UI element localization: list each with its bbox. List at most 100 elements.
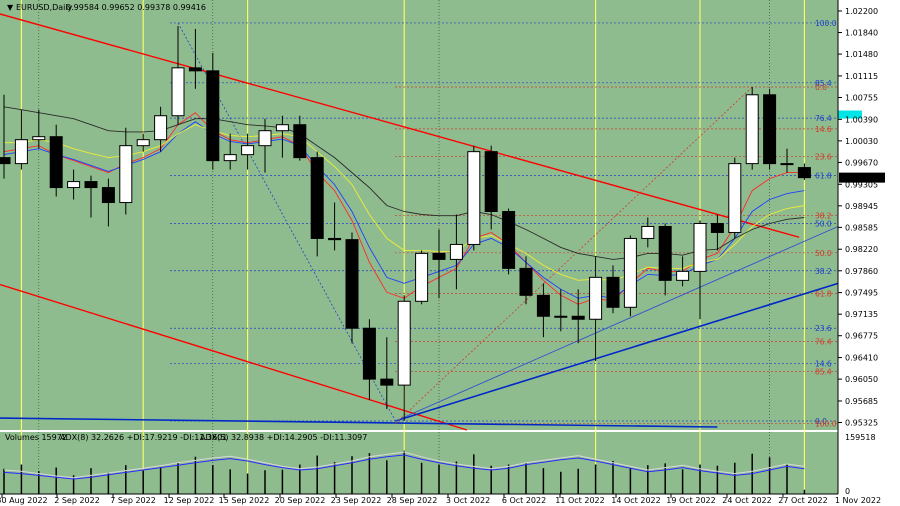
candle	[728, 157, 742, 239]
price-tick-label: 1.01115	[845, 72, 878, 81]
volume-zero-label: 0	[845, 487, 850, 496]
date-tick-label: 1 Nov 2022	[835, 496, 881, 505]
candle	[136, 133, 150, 152]
candle-body	[519, 267, 533, 296]
date-tick-label: 27 Oct 2022	[778, 496, 827, 505]
header-arrow-icon: ▼	[7, 3, 14, 12]
candle	[275, 115, 289, 158]
candle-body	[554, 315, 568, 318]
price-tick-label: 0.96050	[845, 375, 878, 384]
candle-body	[49, 136, 63, 189]
candle-body	[797, 167, 811, 179]
fib-label-blue: 50.0	[815, 219, 832, 228]
price-tick-label: 1.00390	[845, 115, 878, 124]
date-tick-label: 23 Sep 2022	[331, 496, 382, 505]
candle-body	[641, 225, 655, 239]
candle	[658, 223, 672, 296]
adx-line	[3, 454, 805, 480]
date-tick-label: 20 Sep 2022	[275, 496, 326, 505]
price-axis: 1.02200 1.01840 1.01480 1.01115 1.00755 1.003…	[837, 0, 885, 496]
date-tick-label: 14 Oct 2022	[611, 496, 660, 505]
candle	[641, 217, 655, 248]
candle-body	[415, 252, 429, 302]
candle	[745, 87, 759, 170]
fib-label-red: 38.2	[815, 212, 832, 221]
date-tick-label: 15 Sep 2022	[219, 496, 270, 505]
candle	[362, 319, 376, 401]
price-tick-label: 0.96775	[845, 332, 878, 341]
candle	[84, 175, 98, 218]
candle	[171, 25, 185, 125]
cyan-level-marker	[838, 110, 862, 119]
candle	[763, 88, 777, 170]
candle	[484, 145, 498, 230]
candle-body	[328, 237, 342, 241]
date-tick-label: 28 Sep 2022	[387, 496, 438, 505]
candle	[571, 289, 585, 344]
price-tick-label: 0.98220	[845, 245, 878, 254]
price-tick-label: 1.00755	[845, 93, 878, 102]
candlesticks	[0, 25, 811, 422]
candle	[536, 283, 550, 338]
candle-body	[710, 222, 724, 233]
candle	[693, 220, 707, 320]
candle	[119, 127, 133, 215]
candle-body	[536, 294, 550, 317]
fib-label-blue: 85.4	[815, 79, 832, 88]
fib-label-red: 14.6	[815, 125, 832, 134]
candle-body	[345, 239, 359, 329]
candle-body	[449, 243, 463, 260]
fib-anchor-line-red	[395, 86, 753, 424]
candle	[467, 145, 481, 251]
price-tick-label: 0.98945	[845, 202, 878, 211]
price-tick-label: 0.95685	[845, 397, 878, 406]
adx-line	[3, 451, 805, 479]
candle	[519, 256, 533, 305]
current-price-label: 0.99416	[843, 174, 876, 183]
fib-label-blue: 14.6	[815, 360, 832, 369]
candle	[101, 178, 115, 227]
volume-max-label: 159518	[845, 433, 876, 442]
candle-body	[101, 187, 115, 204]
date-tick-label: 24 Oct 2022	[722, 496, 771, 505]
candle	[797, 163, 811, 180]
candle-body	[136, 139, 150, 147]
candle-body	[293, 124, 307, 159]
candle-body	[380, 378, 394, 386]
candle-body	[223, 154, 237, 162]
candle	[67, 169, 81, 200]
fib-label-blue: 76.4	[815, 114, 832, 123]
candle-body	[206, 70, 220, 162]
price-tick-label: 1.00030	[845, 137, 878, 146]
fib-label-red: 61.8	[815, 290, 832, 299]
candle	[14, 109, 28, 170]
chart-ohlc: 0.99584 0.99652 0.99378 0.99416	[66, 3, 206, 12]
candle-body	[84, 181, 98, 189]
candle	[49, 124, 63, 197]
candle	[710, 214, 724, 251]
candle-body	[258, 130, 272, 147]
candle	[310, 151, 324, 257]
candle-body	[119, 145, 133, 204]
candle	[623, 235, 637, 317]
price-tick-label: 0.98585	[845, 223, 878, 232]
date-tick-label: 12 Sep 2022	[164, 496, 215, 505]
candle-body	[623, 237, 637, 308]
candle	[0, 94, 11, 179]
price-tick-label: 0.96410	[845, 354, 878, 363]
date-tick-label: 6 Oct 2022	[502, 496, 546, 505]
adx8-label: ADX(8) 32.2626 +DI:17.9219 -DI:11.3601	[60, 433, 227, 442]
downtrend-line	[0, 13, 800, 238]
date-tick-label: 7 Sep 2022	[110, 496, 156, 505]
candle	[206, 52, 220, 170]
fib-label-blue: 23.6	[815, 324, 832, 333]
candle	[606, 265, 620, 314]
candle-body	[0, 157, 11, 165]
candle-body	[310, 157, 324, 239]
candle-body	[14, 139, 28, 165]
price-tick-label: 1.02200	[845, 7, 878, 16]
fib-label-red: 23.6	[815, 152, 832, 161]
candle-body	[693, 222, 707, 272]
candle	[589, 256, 603, 362]
